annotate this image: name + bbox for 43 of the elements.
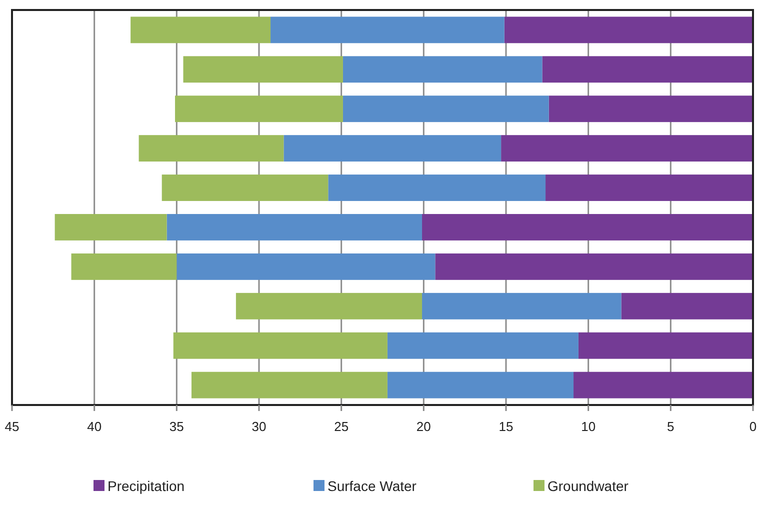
bar: [387, 332, 578, 359]
bar: [504, 16, 753, 44]
bar: [422, 214, 753, 240]
bar: [71, 253, 177, 280]
bar: [387, 372, 574, 398]
bar: [176, 253, 436, 280]
x-tick-label: 0: [749, 419, 757, 434]
bar: [162, 174, 328, 201]
x-tick-label: 25: [334, 419, 349, 434]
bar: [548, 96, 753, 122]
x-tick-label: 45: [4, 419, 20, 434]
bar: [342, 96, 549, 122]
bar: [342, 56, 542, 83]
x-tick-label: 40: [87, 419, 102, 434]
bar: [621, 292, 753, 320]
x-tick-label: 5: [667, 419, 674, 434]
bar: [138, 135, 284, 162]
bar: [173, 332, 388, 359]
legend-label: Surface Water: [328, 478, 417, 494]
legend-label: Groundwater: [548, 478, 629, 494]
bar: [542, 56, 753, 83]
x-tick-label: 10: [581, 419, 596, 434]
bar: [284, 135, 502, 162]
bar: [270, 16, 504, 44]
bar: [191, 372, 388, 398]
bar: [328, 174, 546, 201]
legend-label: Precipitation: [108, 478, 185, 494]
bar: [166, 214, 422, 240]
bar: [54, 214, 167, 240]
x-tick-label: 30: [252, 419, 266, 434]
bar: [183, 56, 343, 83]
x-tick-label: 15: [498, 419, 514, 434]
bar: [236, 292, 422, 320]
bar: [546, 174, 753, 201]
x-tick-label: 20: [416, 419, 431, 434]
bar: [422, 292, 622, 320]
bar: [435, 253, 753, 280]
bar: [578, 332, 753, 359]
x-tick-label: 35: [169, 419, 184, 434]
bar: [574, 372, 753, 398]
bar: [130, 16, 271, 44]
bar: [501, 135, 753, 162]
bar: [175, 96, 343, 122]
